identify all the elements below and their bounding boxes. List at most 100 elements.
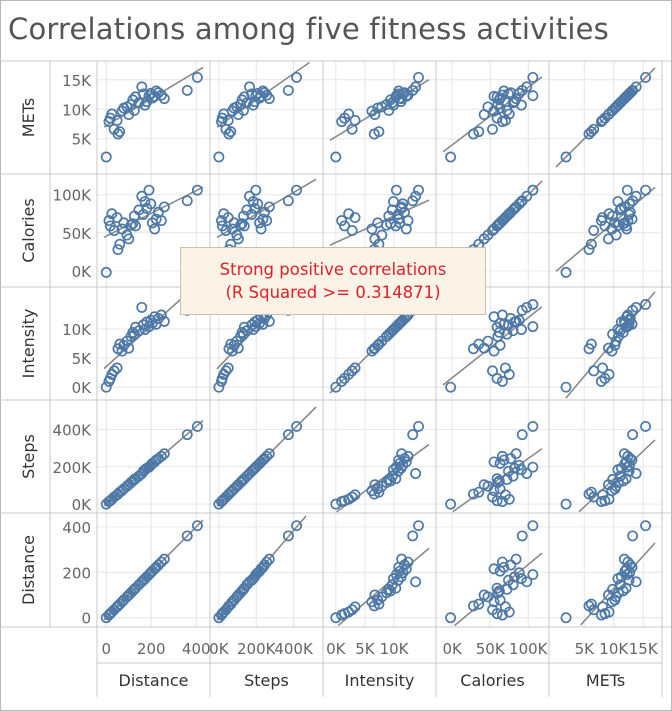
- y-tick-label: 0K: [72, 263, 93, 281]
- column-axis-title: Intensity: [345, 671, 415, 690]
- annotation-callout: Strong positive correlations (R Squared …: [180, 247, 486, 315]
- x-tick-label: 100K: [509, 640, 549, 658]
- data-point-calories-vs-distance: [112, 244, 124, 255]
- data-point-intensity-vs-intensity: [396, 315, 408, 327]
- data-point-calories-vs-calories: [496, 215, 508, 227]
- data-point-steps-vs-calories: [488, 456, 500, 468]
- data-point-calories-vs-steps: [236, 218, 248, 230]
- trend-line-steps-vs-mets: [578, 439, 656, 513]
- data-point-calories-vs-mets: [585, 238, 597, 250]
- data-point-calories-vs-distance: [114, 238, 126, 250]
- data-point-steps-vs-calories: [527, 461, 539, 473]
- data-point-mets-vs-intensity: [407, 84, 419, 96]
- data-point-steps-vs-distance: [155, 450, 167, 462]
- data-point-intensity-vs-distance: [152, 313, 164, 324]
- x-tick-label: 0K: [209, 640, 230, 658]
- data-point-calories-vs-steps: [291, 184, 303, 196]
- data-point-intensity-vs-calories: [496, 375, 508, 387]
- data-point-steps-vs-mets: [560, 498, 572, 510]
- data-point-steps-vs-steps: [291, 420, 303, 432]
- data-point-mets-vs-calories: [468, 128, 479, 140]
- data-point-calories-vs-steps: [228, 217, 240, 229]
- data-point-mets-vs-intensity: [396, 93, 408, 105]
- data-point-steps-vs-intensity: [385, 475, 397, 487]
- data-point-calories-vs-distance: [100, 266, 112, 278]
- data-point-intensity-vs-intensity: [366, 345, 378, 357]
- data-point-steps-vs-intensity: [407, 429, 419, 441]
- data-point-calories-vs-steps: [263, 201, 275, 213]
- data-point-steps-vs-mets: [597, 489, 609, 501]
- data-point-distance-vs-calories: [491, 582, 503, 594]
- data-point-distance-vs-calories: [521, 576, 533, 588]
- data-point-intensity-vs-steps: [222, 362, 234, 374]
- data-point-intensity-vs-distance: [127, 326, 139, 338]
- data-point-steps-vs-mets: [640, 420, 652, 432]
- data-point-mets-vs-distance: [127, 94, 139, 106]
- data-point-steps-vs-calories: [510, 448, 522, 460]
- data-point-mets-vs-distance: [152, 87, 164, 99]
- data-point-intensity-vs-mets: [602, 342, 614, 354]
- data-point-distance-vs-steps: [282, 530, 294, 542]
- data-point-calories-vs-steps: [238, 220, 250, 232]
- trend-line-steps-vs-intensity: [336, 443, 430, 513]
- data-point-mets-vs-intensity: [373, 126, 385, 138]
- data-point-mets-vs-steps: [213, 151, 225, 163]
- data-point-mets-vs-calories: [501, 104, 513, 116]
- data-point-intensity-vs-steps: [232, 342, 244, 354]
- data-point-calories-vs-distance: [150, 213, 162, 225]
- data-point-intensity-vs-calories: [499, 362, 511, 374]
- data-point-distance-vs-mets: [618, 553, 630, 565]
- data-point-mets-vs-intensity: [349, 114, 361, 126]
- data-point-intensity-vs-calories: [488, 345, 500, 357]
- data-point-calories-vs-steps: [220, 225, 232, 236]
- data-point-distance-vs-intensity: [346, 604, 358, 616]
- data-point-distance-vs-steps: [291, 520, 303, 532]
- data-point-distance-vs-calories: [498, 561, 510, 573]
- data-point-mets-vs-calories: [445, 151, 457, 163]
- data-point-distance-vs-intensity: [407, 530, 419, 542]
- data-point-mets-vs-distance: [100, 151, 112, 163]
- x-tick-label: 50K: [476, 640, 506, 658]
- y-tick-label: 400K: [53, 421, 93, 439]
- data-point-mets-vs-steps: [222, 114, 234, 126]
- data-point-calories-vs-mets: [622, 215, 634, 227]
- data-point-mets-vs-mets: [640, 71, 652, 83]
- data-point-calories-vs-distance: [149, 223, 161, 235]
- data-point-mets-vs-mets: [583, 128, 595, 140]
- data-point-distance-vs-distance: [152, 559, 164, 571]
- data-point-steps-vs-calories: [503, 465, 514, 477]
- data-point-mets-vs-distance: [114, 126, 126, 138]
- data-point-mets-vs-steps: [282, 84, 294, 96]
- data-point-distance-vs-mets: [617, 585, 629, 597]
- data-point-distance-vs-calories: [527, 569, 539, 580]
- data-point-mets-vs-mets: [612, 99, 624, 111]
- column-axis-title: METs: [586, 671, 625, 690]
- data-point-mets-vs-calories: [487, 123, 498, 135]
- y-tick-label: 10K: [62, 101, 92, 119]
- data-point-distance-vs-intensity: [390, 569, 402, 580]
- data-point-distance-vs-calories: [503, 574, 514, 586]
- data-point-intensity-vs-intensity: [343, 368, 355, 380]
- data-point-calories-vs-steps: [282, 195, 294, 207]
- data-point-distance-vs-distance: [143, 569, 155, 580]
- data-point-distance-vs-calories: [527, 520, 539, 532]
- data-point-calories-vs-steps: [222, 212, 234, 224]
- data-point-distance-vs-mets: [585, 598, 597, 610]
- data-point-distance-vs-calories: [445, 612, 457, 624]
- data-point-calories-vs-calories: [488, 223, 500, 235]
- data-point-calories-vs-distance: [127, 218, 139, 230]
- x-tick-label: 5K: [575, 640, 596, 658]
- data-point-distance-vs-steps: [261, 556, 273, 568]
- data-point-steps-vs-distance: [181, 429, 193, 441]
- data-point-mets-vs-steps: [244, 81, 255, 93]
- data-point-calories-vs-mets: [597, 212, 609, 224]
- data-point-distance-vs-distance: [191, 520, 203, 532]
- data-point-mets-vs-steps: [263, 93, 275, 105]
- data-point-distance-vs-distance: [130, 582, 141, 594]
- row-axis-title: Steps: [19, 434, 38, 479]
- data-point-intensity-vs-calories: [527, 321, 539, 333]
- data-point-steps-vs-distance: [130, 473, 141, 485]
- x-tick-label: 0: [101, 640, 111, 658]
- data-point-mets-vs-steps: [223, 128, 235, 140]
- data-point-mets-vs-calories: [527, 90, 539, 102]
